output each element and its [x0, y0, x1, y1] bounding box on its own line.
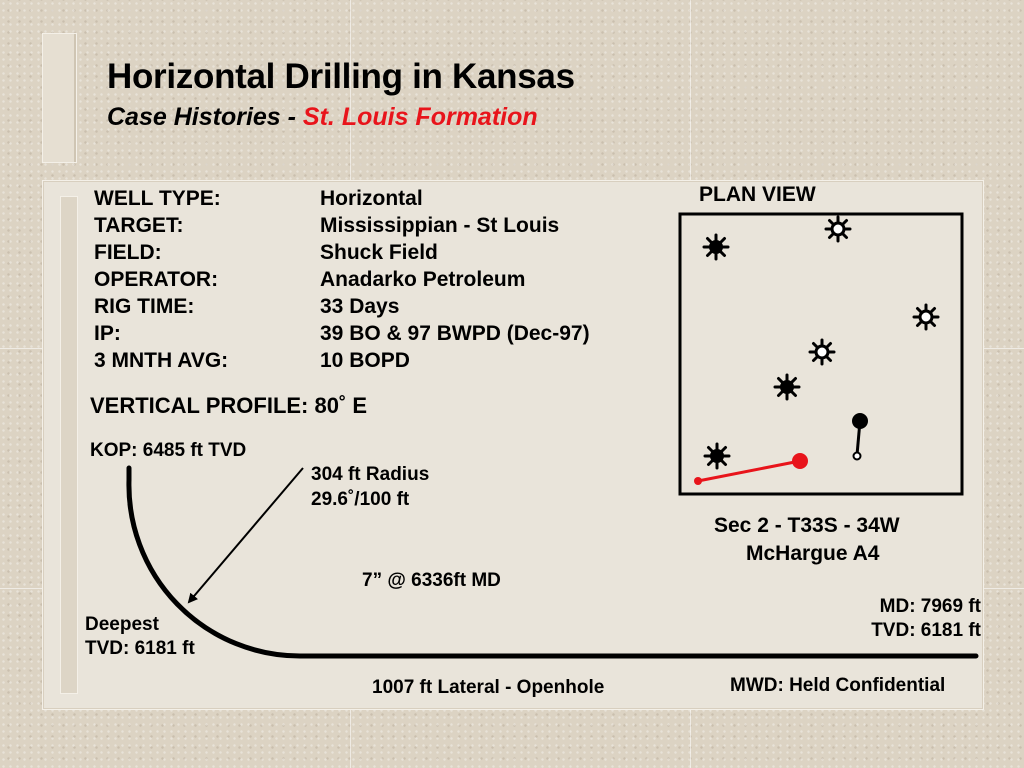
gas-well-icon — [808, 338, 836, 366]
radius-arrow — [187, 467, 304, 604]
info-label: IP: — [94, 322, 121, 345]
tvd-label: TVD: 6181 ft — [871, 620, 981, 641]
info-value: 10 BOPD — [320, 349, 410, 372]
info-value: Mississippian - St Louis — [320, 214, 560, 237]
gas-well-icon — [912, 303, 940, 331]
subtitle-highlight: St. Louis Formation — [302, 103, 538, 131]
info-label: FIELD: — [94, 241, 162, 264]
info-value: Anadarko Petroleum — [320, 268, 526, 291]
md-label: MD: 7969 ft — [879, 596, 981, 617]
build-rate-label: 29.6˚/100 ft — [311, 489, 410, 510]
plan-view-heading: PLAN VIEW — [699, 183, 816, 206]
slide-title: Horizontal Drilling in Kansas — [107, 57, 575, 96]
subject-well-lateral — [694, 453, 808, 485]
plan-view-box — [678, 212, 964, 496]
info-value: Horizontal — [320, 187, 423, 210]
info-label: TARGET: — [94, 214, 184, 237]
mwd-label: MWD: Held Confidential — [730, 675, 946, 696]
info-label: RIG TIME: — [94, 295, 195, 318]
title-accent-bar — [42, 33, 77, 163]
oil-gas-well-icon — [773, 373, 801, 401]
lease-label: McHargue A4 — [746, 542, 880, 565]
info-label: OPERATOR: — [94, 268, 219, 291]
info-value: Shuck Field — [320, 241, 438, 264]
deepest-label: Deepest — [85, 614, 159, 635]
oil-gas-well-icon — [702, 233, 730, 261]
radius-label: 304 ft Radius — [311, 464, 430, 485]
subtitle-prefix: Case Histories - — [107, 103, 303, 131]
info-value: 39 BO & 97 BWPD (Dec-97) — [320, 322, 590, 345]
section-label: Sec 2 - T33S - 34W — [714, 514, 900, 537]
info-label: WELL TYPE: — [94, 187, 221, 210]
oil-gas-well-icon — [703, 442, 731, 470]
panel-side-strip — [60, 196, 78, 694]
slide-subtitle: Case Histories - St. Louis Formation — [107, 103, 538, 132]
lateral-label: 1007 ft Lateral - Openhole — [372, 677, 605, 698]
casing-label: 7” @ 6336ft MD — [362, 570, 501, 591]
offset-well-lateral — [852, 413, 868, 461]
info-value: 33 Days — [320, 295, 400, 318]
vertical-profile-heading: VERTICAL PROFILE: 80˚ E — [90, 393, 368, 418]
deepest-tvd-label: TVD: 6181 ft — [85, 638, 195, 659]
info-label: 3 MNTH AVG: — [94, 349, 229, 372]
well-path-profile — [126, 465, 979, 659]
kop-label: KOP: 6485 ft TVD — [90, 440, 247, 461]
gas-well-icon — [824, 215, 852, 243]
